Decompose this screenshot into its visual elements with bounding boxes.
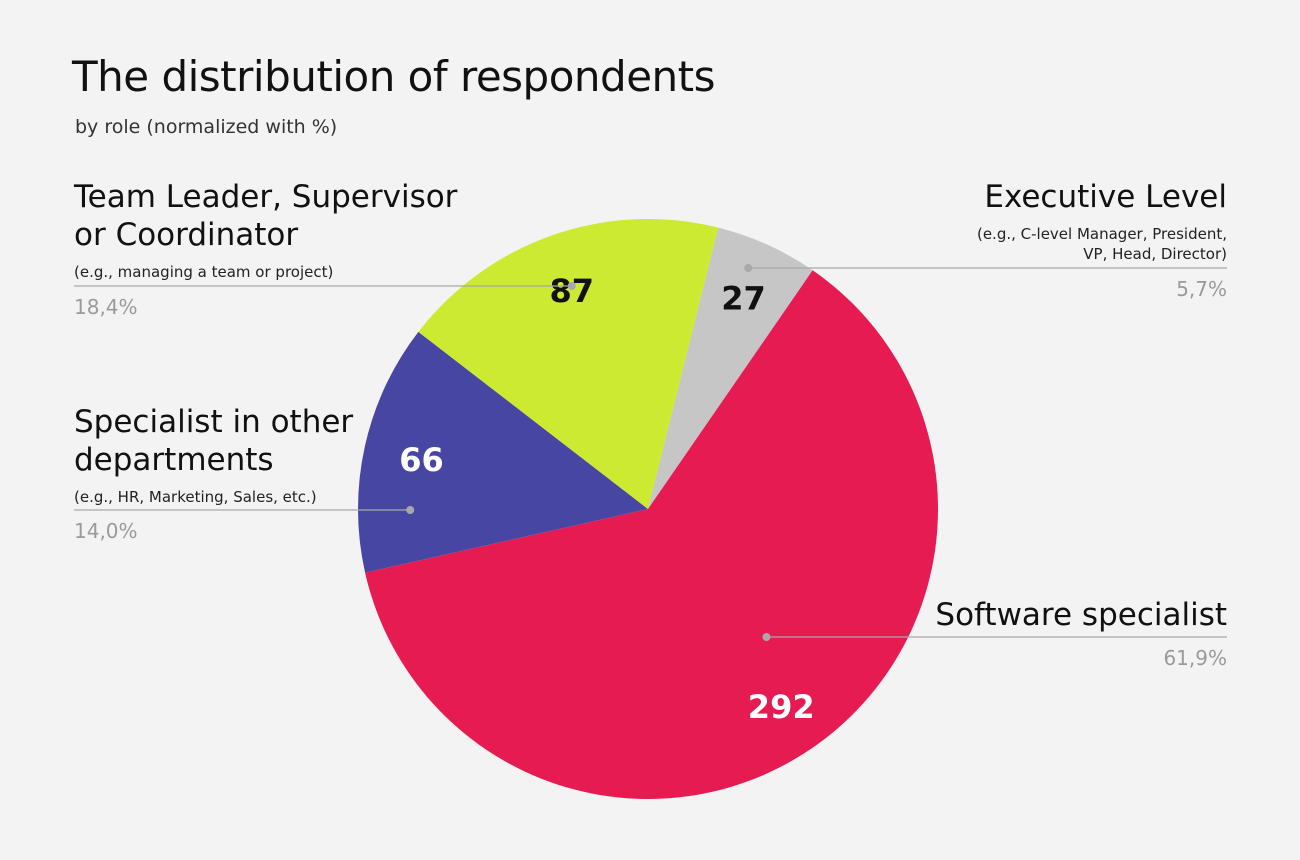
pie-slice-executive bbox=[648, 227, 813, 510]
pie-slice-other-dept bbox=[357, 331, 648, 573]
legend-label-other-dept: departments bbox=[74, 442, 274, 478]
legend-note-executive: (e.g., C-level Manager, President, bbox=[977, 225, 1227, 243]
pie-slice-team-leader bbox=[418, 218, 719, 509]
slice-value-executive: 27 bbox=[721, 280, 766, 318]
slice-value-team-leader: 87 bbox=[550, 272, 595, 310]
legend-percent-other-dept: 14,0% bbox=[74, 519, 138, 543]
legend-label-executive: Executive Level bbox=[984, 179, 1227, 215]
chart-title: The distribution of respondents bbox=[72, 52, 716, 101]
legend-label-software: Software specialist bbox=[935, 597, 1227, 633]
leader-dot-other-dept bbox=[406, 506, 415, 514]
legend-note-other-dept: (e.g., HR, Marketing, Sales, etc.) bbox=[74, 488, 317, 506]
slice-value-software: 292 bbox=[748, 688, 815, 726]
chart-subtitle: by role (normalized with %) bbox=[75, 116, 338, 138]
leader-dot-team-leader bbox=[567, 282, 576, 290]
legend-note-team-leader: (e.g., managing a team or project) bbox=[74, 263, 333, 281]
pie-slice-software bbox=[365, 270, 938, 799]
legend-percent-team-leader: 18,4% bbox=[74, 295, 138, 319]
legend-note-executive: VP, Head, Director) bbox=[1083, 245, 1227, 263]
slice-value-other-dept: 66 bbox=[399, 441, 444, 479]
leader-dot-software bbox=[762, 633, 771, 641]
legend-label-team-leader: Team Leader, Supervisor bbox=[73, 179, 458, 215]
legend-label-other-dept: Specialist in other bbox=[74, 404, 353, 440]
leader-dot-executive bbox=[744, 264, 753, 272]
legend-label-team-leader: or Coordinator bbox=[74, 217, 298, 253]
legend-percent-software: 61,9% bbox=[1163, 646, 1227, 670]
legend-percent-executive: 5,7% bbox=[1176, 277, 1227, 301]
